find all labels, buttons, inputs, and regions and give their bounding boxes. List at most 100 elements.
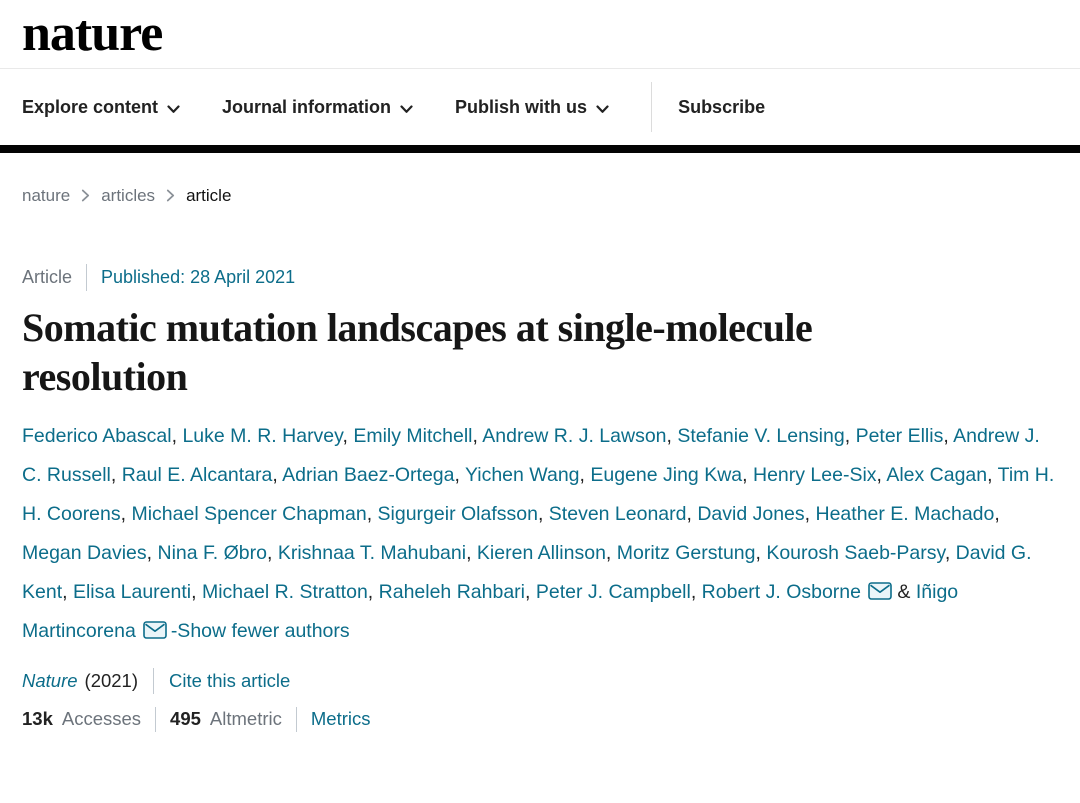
author-link[interactable]: Andrew J. C. Russell [22,424,1040,486]
email-icon[interactable] [868,581,892,600]
nav-item-label: Publish with us [455,96,588,117]
divider [155,706,157,732]
metrics-link[interactable]: Metrics [310,708,371,730]
author-separator: , [876,463,887,486]
breadcrumb-link-articles[interactable]: articles [101,186,156,205]
chevron-right-icon [166,187,175,207]
nav-divider [651,82,653,132]
chevron-right-icon [81,187,90,207]
author-link[interactable]: David Jones [697,502,805,525]
show-fewer-authors-link[interactable]: -Show fewer authors [170,619,350,642]
altmetric-label: Altmetric [209,708,282,730]
author-link[interactable]: Yichen Wang [464,463,580,486]
author-link[interactable]: Raul E. Alcantara [121,463,273,486]
author-link[interactable]: Sigurgeir Olafsson [377,502,538,525]
nav-item-label: Journal information [222,96,392,117]
author-link[interactable]: Henry Lee-Six [752,463,877,486]
author-link[interactable]: Peter Ellis [855,424,944,447]
author-link[interactable]: Andrew R. J. Lawson [482,424,667,447]
author-link[interactable]: Kourosh Saeb-Parsy [766,541,945,564]
author-separator: , [579,463,591,486]
author-link[interactable]: Raheleh Rahbari [378,580,525,603]
author-separator: , [120,502,132,525]
nature-logo[interactable]: nature [22,5,163,62]
author-separator: , [537,502,549,525]
author-link[interactable]: Kieren Allinson [476,541,606,564]
author-link[interactable]: Nina F. Øbro [157,541,267,564]
author-link[interactable]: Steven Leonard [548,502,687,525]
metrics-row: 13k Accesses 495 Altmetric Metrics [22,706,1058,732]
author-link[interactable]: Michael Spencer Chapman [131,502,367,525]
main-nav: Explore content Journal information Publ… [0,69,1080,145]
author-link[interactable]: David G. Kent [22,541,1032,603]
logo-row: nature [0,0,1080,69]
accesses-label: Accesses [61,708,142,730]
nav-item-explore-content[interactable]: Explore content [22,96,180,119]
author-separator: , [272,463,283,486]
author-link[interactable]: Peter J. Campbell [535,580,691,603]
author-separator: , [191,580,202,603]
article-title: Somatic mutation landscapes at single-mo… [22,305,813,399]
author-link[interactable]: Iñigo Martincorena [22,580,959,642]
author-link[interactable]: Emily Mitchell [353,424,473,447]
nav-item-journal-information[interactable]: Journal information [222,96,413,119]
author-separator: , [146,541,158,564]
chevron-down-icon [596,98,609,119]
author-separator: , [742,463,753,486]
article-type-label: Article [22,267,73,287]
author-separator: , [62,580,73,603]
author-separator: , [943,424,954,447]
email-icon[interactable] [143,620,167,639]
author-separator: , [755,541,767,564]
author-separator: , [342,424,354,447]
author-link[interactable]: Federico Abascal [22,424,172,447]
accent-bar [0,145,1080,153]
author-separator: , [666,424,678,447]
author-link[interactable]: Tim H. H. Coorens [22,463,1055,525]
author-link[interactable]: Michael R. Stratton [201,580,368,603]
author-separator: , [366,502,378,525]
journal-link[interactable]: Nature [22,669,78,691]
breadcrumb: nature articles article [22,185,1058,207]
divider [153,667,155,694]
author-link[interactable]: Heather E. Machado [815,502,995,525]
author-separator: , [690,580,702,603]
author-link[interactable]: Elisa Laurenti [72,580,192,603]
site-header: nature Explore content Journal informati… [0,0,1080,153]
author-link[interactable]: Adrian Baez-Ortega [282,463,455,486]
author-link[interactable]: Robert J. Osborne [701,580,861,603]
author-conjunction: & [892,580,916,603]
author-list: Federico Abascal, Luke M. R. Harvey, Emi… [22,417,1058,651]
author-link[interactable]: Eugene Jing Kwa [590,463,743,486]
author-link[interactable]: Krishnaa T. Mahubani [277,541,467,564]
article-meta-row: Article Published: 28 April 2021 [22,264,1058,291]
cite-this-article-link[interactable]: Cite this article [169,669,291,691]
author-separator: , [605,541,617,564]
chevron-down-icon [167,98,180,119]
author-separator: , [466,541,477,564]
nav-item-label: Explore content [22,96,159,117]
author-link[interactable]: Alex Cagan [886,463,988,486]
breadcrumb-link-nature[interactable]: nature [22,186,71,205]
author-link[interactable]: Moritz Gerstung [616,541,756,564]
article-page: nature articles article Article Publishe… [0,185,1080,732]
author-link[interactable]: Stefanie V. Lensing [677,424,845,447]
nav-item-publish-with-us[interactable]: Publish with us [455,96,609,119]
author-separator: , [844,424,856,447]
author-link[interactable]: Megan Davies [22,541,147,564]
breadcrumb-current-article: article [186,186,232,205]
author-separator: , [994,502,1000,525]
author-separator: , [367,580,379,603]
author-separator: , [171,424,183,447]
nav-item-subscribe[interactable]: Subscribe [678,97,765,118]
author-separator: , [454,463,465,486]
nav-item-label: Subscribe [678,96,766,117]
author-link[interactable]: Luke M. R. Harvey [182,424,343,447]
journal-citation-row: Nature (2021) Cite this article [22,667,1058,694]
altmetric-value: 495 [170,708,201,730]
journal-year: (2021) [84,669,139,691]
author-separator: , [944,541,956,564]
divider [86,264,88,291]
published-date: Published: 28 April 2021 [101,267,296,287]
divider [295,706,297,732]
